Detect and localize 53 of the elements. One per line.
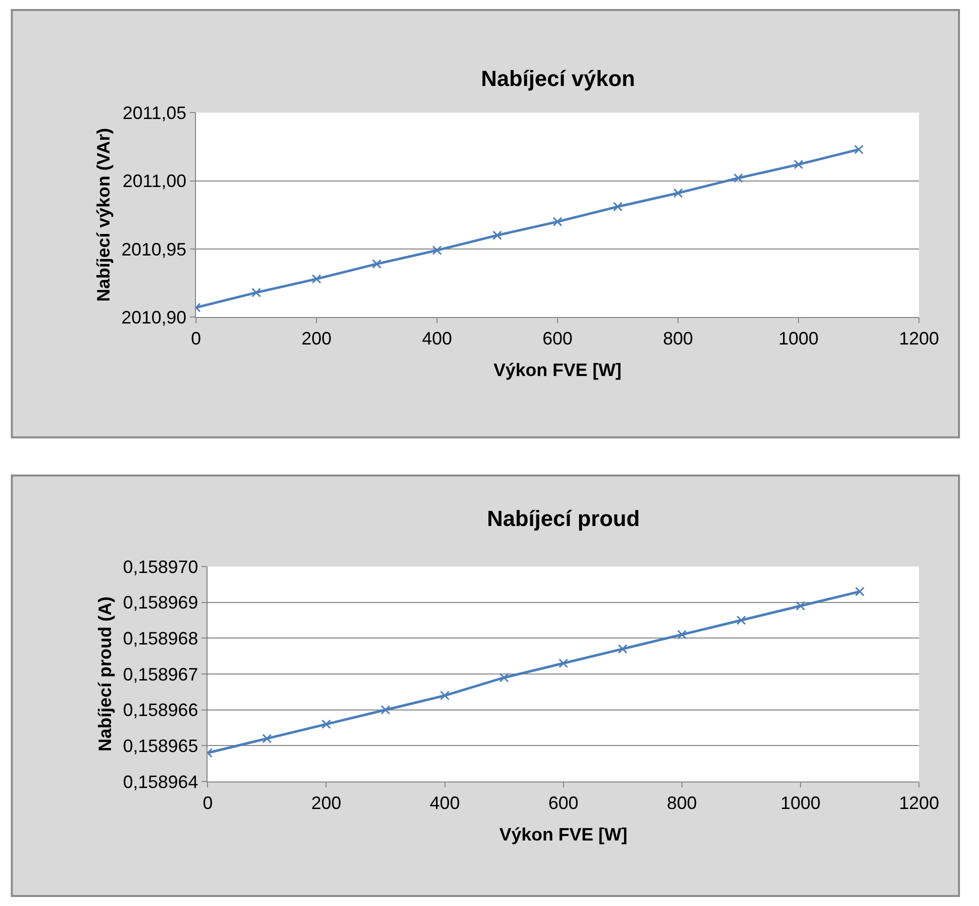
y-tick-label: 0,158969: [123, 592, 198, 613]
point: [794, 160, 804, 170]
y-tick-label: 0,158967: [123, 664, 198, 684]
x-tick-label: 400: [422, 328, 452, 349]
y-tick-label: 0,158966: [123, 700, 198, 720]
y-tick-label: 2011,00: [122, 171, 186, 192]
y-tick-label: 0,158965: [123, 736, 198, 756]
x-tick-label: 0: [202, 793, 213, 814]
point: [677, 630, 687, 640]
point: [855, 586, 865, 596]
point: [380, 705, 390, 715]
y-tick-label: 0,158968: [123, 628, 198, 648]
point: [251, 288, 261, 298]
point: [613, 202, 623, 212]
point: [432, 246, 442, 256]
y-axis-title: Nabíjecí výkon (VAr): [94, 128, 114, 302]
y-tick-label: 2010,95: [121, 239, 186, 260]
point: [492, 230, 502, 240]
y-tick-label: 0,158970: [123, 556, 198, 577]
point: [312, 274, 322, 284]
point: [736, 615, 746, 625]
point: [734, 173, 744, 183]
x-tick-label: 1000: [780, 793, 821, 814]
x-tick-label: 400: [430, 793, 460, 814]
x-tick-label: 800: [663, 328, 694, 349]
point: [854, 144, 864, 154]
x-tick-label: 200: [311, 793, 342, 814]
x-tick-label: 800: [666, 793, 697, 814]
y-axis-title: Nabíjecí proud (A): [95, 596, 116, 752]
point: [558, 658, 568, 668]
x-tick-label: 1200: [899, 793, 940, 814]
point: [372, 259, 382, 269]
point: [440, 690, 450, 700]
x-tick-label: 200: [301, 328, 332, 349]
point: [673, 188, 683, 198]
point: [322, 719, 331, 729]
x-tick-label: 1000: [778, 328, 819, 349]
x-axis-title: Výkon FVE [W]: [494, 360, 622, 380]
x-tick-label: 0: [190, 328, 202, 349]
y-tick-label: 2011,05: [122, 102, 186, 123]
y-tick-label: 0,158964: [123, 772, 198, 792]
x-axis-title: Výkon FVE [W]: [499, 824, 628, 844]
x-tick-label: 600: [542, 328, 573, 349]
x-tick-label: 600: [548, 793, 578, 814]
y-tick-label: 2010,90: [121, 307, 186, 328]
point: [618, 644, 628, 654]
point: [499, 672, 509, 682]
point: [796, 601, 806, 611]
point: [552, 216, 562, 226]
point: [262, 734, 272, 744]
chart-title: Nabíjecí výkon: [481, 66, 636, 91]
x-tick-label: 1200: [899, 328, 940, 349]
chart-title: Nabíjecí proud: [487, 506, 640, 531]
